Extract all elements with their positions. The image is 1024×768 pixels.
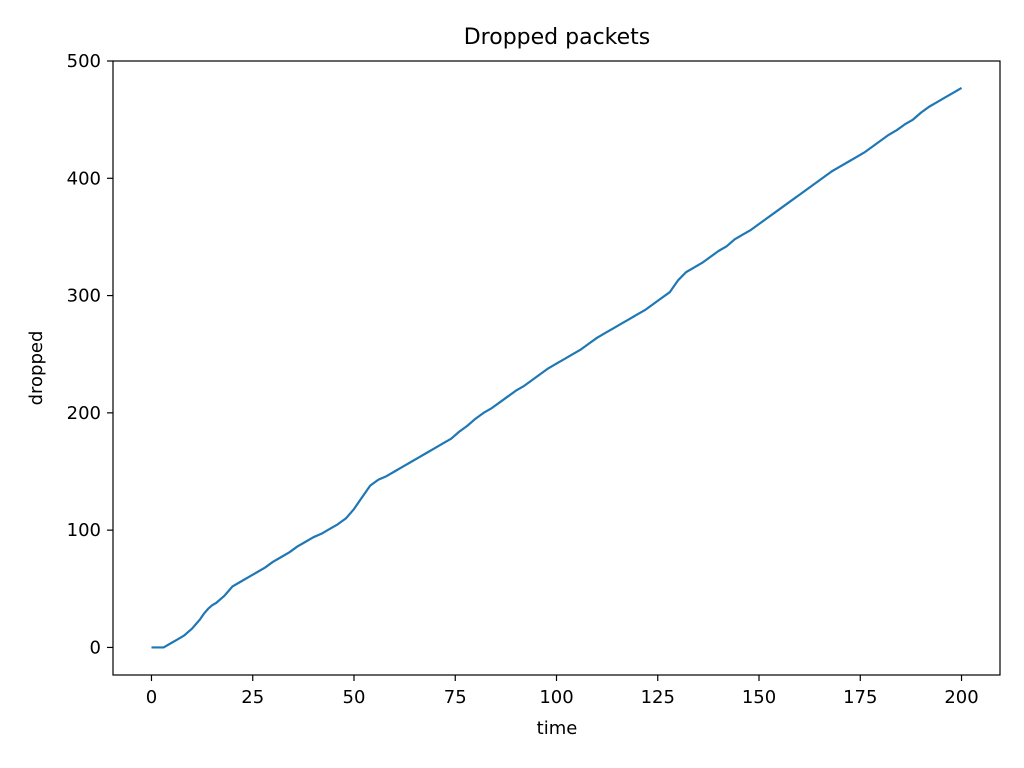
x-tick-label: 175 [843, 687, 877, 708]
x-axis-label: time [537, 718, 578, 739]
x-tick-label: 150 [742, 687, 776, 708]
x-tick-label: 200 [944, 687, 978, 708]
y-tick-label: 500 [67, 51, 101, 72]
x-tick-label: 25 [241, 687, 264, 708]
y-tick-label: 300 [67, 286, 101, 307]
x-tick-label: 50 [343, 687, 366, 708]
y-axis: 0 100 200 300 400 500 [67, 51, 113, 658]
x-tick-label: 0 [146, 687, 157, 708]
y-tick-label: 200 [67, 403, 101, 424]
x-tick-label: 100 [539, 687, 573, 708]
y-axis-label: dropped [26, 331, 47, 406]
x-tick-label: 75 [444, 687, 467, 708]
series-line [151, 87, 963, 649]
plot-area [151, 87, 963, 649]
chart-title: Dropped packets [464, 25, 651, 50]
x-axis: 0 25 50 75 100 125 150 175 200 [146, 675, 979, 708]
y-tick-label: 100 [67, 520, 101, 541]
y-tick-label: 400 [67, 168, 101, 189]
y-tick-label: 0 [90, 637, 101, 658]
x-tick-label: 125 [641, 687, 675, 708]
